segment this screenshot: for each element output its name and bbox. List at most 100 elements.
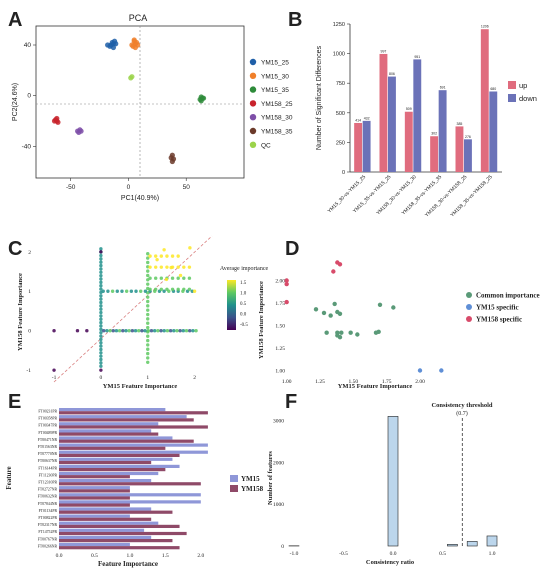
ic-point	[99, 337, 103, 342]
ie-bar-YM158	[59, 453, 180, 457]
ie-feature-label: FT00489PR	[38, 431, 57, 435]
id-xtick-label: 1.25	[315, 379, 325, 385]
ic-point	[146, 299, 150, 304]
ic-point	[120, 289, 124, 293]
id-point	[348, 330, 353, 335]
top-features-panel: 0.0 0.5 1.0 1.5 2.0 FT00231PR FT00358PR FT0034…	[5, 408, 264, 568]
id-point	[377, 302, 383, 307]
ie-feature-label: FT00822PR	[38, 516, 57, 520]
ie-feature-label: FT01134PR	[39, 509, 58, 513]
deg-bar-down	[362, 120, 371, 172]
ic-point	[194, 329, 198, 333]
ic-point	[99, 347, 103, 352]
ic-colorbar-tick: -0.5	[240, 323, 248, 328]
ic-point	[75, 329, 80, 333]
ie-legend-label: YM15	[241, 475, 260, 483]
ic-point	[99, 257, 103, 261]
ic-point	[146, 252, 150, 256]
ic-point	[154, 265, 158, 269]
ic-ytick-label: 0	[28, 329, 31, 335]
ic-point	[114, 329, 119, 333]
if-threshold-value: (0.7)	[456, 410, 468, 417]
ie-feature-label: FT07844NR	[38, 502, 58, 506]
ie-bar-YM158	[59, 496, 130, 500]
ic-point	[134, 289, 138, 293]
deg-ytick-label: 1000	[333, 52, 345, 58]
ic-point	[99, 280, 103, 285]
ic-point	[178, 329, 182, 333]
ic-point	[164, 277, 169, 282]
pca-legend-label: YM15_35	[261, 87, 289, 94]
pca-legend-marker	[249, 72, 257, 80]
ic-point	[117, 329, 122, 333]
ie-feature-label: FT12310PR	[38, 481, 57, 485]
id-ytick-label: 2.00	[275, 279, 285, 285]
ic-point	[99, 304, 103, 308]
ic-point	[140, 329, 144, 333]
ie-bar-YM15	[59, 408, 166, 412]
ie-bar-YM15	[59, 471, 159, 476]
ic-point	[99, 297, 103, 301]
pca-legend-marker	[249, 58, 257, 66]
ie-bar-YM158	[59, 531, 187, 536]
ie-bar-YM15	[59, 429, 152, 433]
pca-xlabel: PC1(40.9%)	[121, 195, 159, 202]
pca-title: PCA	[129, 13, 148, 23]
ie-feature-label: FT07770NR	[38, 452, 58, 456]
ic-xtick-label: 1	[146, 375, 149, 381]
deg-ytick-label: 1250	[333, 22, 345, 28]
ic-point	[181, 329, 186, 333]
ie-feature-label: FT00358PR	[38, 417, 57, 421]
ie-bar-YM15	[59, 443, 208, 447]
ie-bar-YM158	[59, 432, 159, 436]
id-legend-label: Common importance	[476, 292, 540, 300]
ie-feature-label: FT14752PR	[38, 530, 57, 534]
ie-bar-YM15	[59, 521, 159, 525]
ic-point	[152, 329, 157, 333]
ie-feature-label: FT11230PR	[39, 473, 58, 477]
ic-point	[137, 329, 141, 333]
ic-point	[146, 282, 150, 286]
ie-bar-YM158	[59, 460, 152, 465]
ie-legend-swatch	[230, 475, 238, 482]
ic-point	[146, 351, 150, 356]
ic-point	[99, 320, 103, 325]
ic-point	[99, 361, 103, 365]
deg-bar-value: 951	[414, 55, 420, 59]
panel-letter-f: F	[285, 391, 297, 413]
ie-bar-YM15	[59, 507, 152, 511]
ic-ytick-label: 1	[28, 289, 31, 295]
pca-ytick-label: 40	[24, 42, 32, 49]
deg-ytick-label: 0	[342, 170, 345, 176]
ic-point	[52, 329, 56, 333]
ic-point	[99, 357, 103, 362]
ic-point	[146, 260, 150, 265]
ie-xtick-label: 2.0	[197, 553, 204, 559]
ic-point	[154, 287, 158, 291]
ic-point	[146, 338, 150, 343]
ic-point	[170, 287, 175, 291]
ic-point	[111, 329, 115, 333]
ic-point	[99, 247, 103, 251]
ie-bar-YM158	[59, 539, 173, 543]
pca-point	[110, 44, 117, 51]
pca-point	[105, 42, 111, 48]
pca-point	[54, 118, 60, 124]
ie-feature-label: FT16144PR	[38, 466, 57, 470]
pca-point	[169, 158, 175, 165]
if-xtick-label: 1.0	[489, 551, 496, 557]
ic-point	[168, 329, 173, 333]
deg-bar-down	[464, 139, 472, 172]
ic-point	[165, 287, 169, 291]
ic-point	[148, 287, 152, 291]
ic-point	[159, 265, 164, 269]
ic-point	[146, 308, 150, 312]
ic-xtick-label: -1	[52, 375, 57, 381]
ic-colorbar-tick: 1.5	[240, 281, 247, 286]
deg-legend-swatch	[508, 81, 516, 89]
id-point	[391, 305, 396, 310]
ic-point	[176, 254, 180, 258]
ic-diagonal	[53, 235, 213, 383]
ie-bar-YM15	[59, 535, 152, 539]
ie-bar-YM158	[59, 482, 201, 486]
